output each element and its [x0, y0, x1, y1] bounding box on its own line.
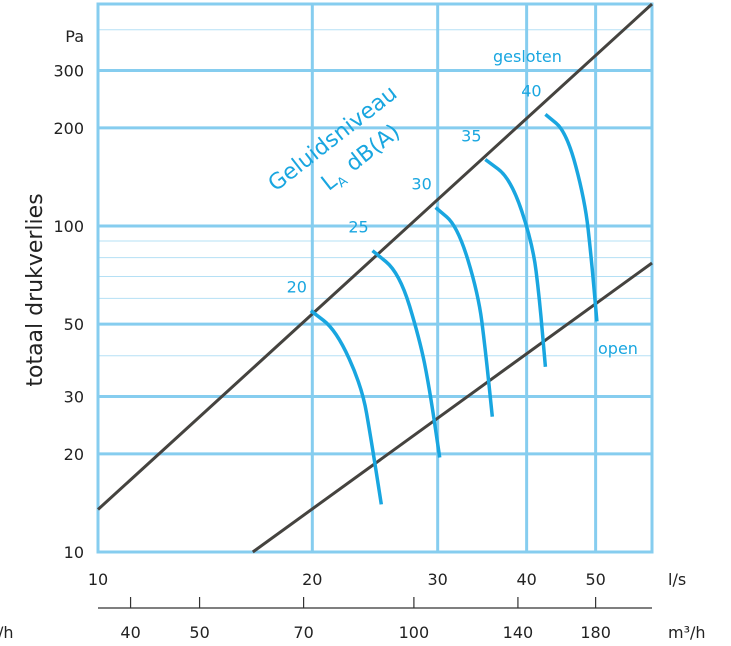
x-tick-label-20: 20 — [302, 570, 322, 589]
x-tick-label-50: 50 — [585, 570, 605, 589]
x2-tick-label-140: 140 — [503, 623, 534, 642]
sound-curve-label-30: 30 — [411, 175, 431, 194]
labels: 10 20 30 50 100 200 300 Pa 10 20 30 40 50 l/s 40 50 70 10… — [0, 27, 706, 642]
grid — [96, 2, 654, 554]
y-tick-label-100: 100 — [53, 217, 84, 236]
x2-tick-label-180: 180 — [580, 623, 611, 642]
x-tick-label-30: 30 — [428, 570, 448, 589]
series-line-open — [251, 261, 653, 554]
x-tick-label-40: 40 — [516, 570, 536, 589]
series-line-gesloten — [96, 2, 654, 511]
series-label-gesloten: gesloten — [493, 47, 562, 66]
y-tick-label-300: 300 — [53, 62, 84, 81]
sound-curve-40 — [544, 113, 599, 322]
series-label-open: open — [598, 339, 638, 358]
sound-curve-20 — [309, 309, 384, 505]
plot-frame — [96, 2, 654, 554]
sound-curve-25 — [371, 249, 442, 458]
x2-tick-label-70: 70 — [293, 623, 313, 642]
sound-curve-35 — [484, 158, 548, 367]
sound-curve-label-40: 40 — [521, 81, 541, 100]
y-axis-title: totaal drukverlies — [23, 193, 48, 386]
y-unit-label: Pa — [65, 27, 84, 46]
x2-tick-label-50: 50 — [189, 623, 209, 642]
sound-curve-label-20: 20 — [287, 278, 307, 297]
y-tick-label-20: 20 — [64, 445, 84, 464]
sound-curve-label-25: 25 — [348, 218, 368, 237]
y-tick-label-200: 200 — [53, 119, 84, 138]
x2-tick-label-40: 40 — [120, 623, 140, 642]
sound-curve-label-35: 35 — [461, 127, 481, 146]
x2-tick-label-100: 100 — [399, 623, 430, 642]
characteristic-lines — [96, 2, 654, 554]
y-tick-label-30: 30 — [64, 387, 84, 406]
sound-curve-30 — [434, 206, 495, 417]
x2-unit-left-partial: /h — [0, 623, 14, 642]
y-tick-label-50: 50 — [64, 315, 84, 334]
sound-curves — [309, 113, 599, 505]
x-unit-label: l/s — [668, 570, 686, 589]
x2-unit-label: m³/h — [668, 623, 706, 642]
x-tick-label-10: 10 — [88, 570, 108, 589]
y-tick-label-10: 10 — [64, 543, 84, 562]
